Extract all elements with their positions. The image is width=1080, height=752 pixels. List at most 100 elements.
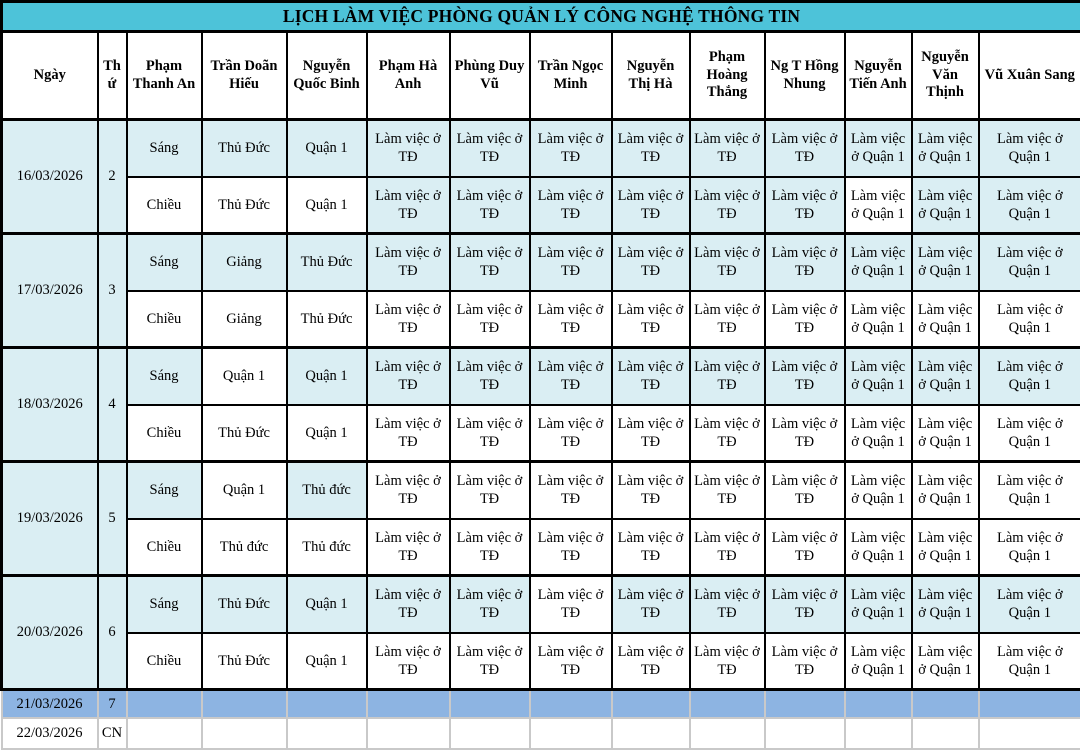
empty-cell: [200, 716, 288, 750]
date-cell: 17/03/2026: [0, 232, 99, 349]
schedule-cell: Thủ đức: [285, 460, 368, 520]
schedule-cell: Làm việc ở TĐ: [688, 289, 766, 349]
empty-cell: [448, 716, 531, 750]
empty-cell: [200, 688, 288, 719]
schedule-cell: Làm việc ở TĐ: [528, 631, 613, 691]
schedule-cell: Làm việc ở TĐ: [448, 289, 531, 349]
column-header: Trần Doãn Hiếu: [200, 30, 288, 121]
schedule-cell: Làm việc ở TĐ: [688, 460, 766, 520]
schedule-cell: Thủ Đức: [200, 631, 288, 691]
schedule-cell: Làm việc ở TĐ: [610, 403, 691, 463]
column-header: Nguyễn Quốc Binh: [285, 30, 368, 121]
schedule-cell: Làm việc ở TĐ: [763, 517, 846, 577]
schedule-row: 16/03/2026 2 Sáng Thủ Đức Quận 1 Làm việc ở T…: [0, 118, 1080, 235]
empty-cell: [125, 716, 203, 750]
empty-cell: [977, 688, 1080, 719]
empty-cell: [688, 688, 766, 719]
empty-cell: [688, 716, 766, 750]
empty-cell: [910, 716, 980, 750]
empty-cell: [610, 688, 691, 719]
weekday-cell: 2: [96, 118, 128, 235]
schedule-cell: Làm việc ở TĐ: [448, 631, 531, 691]
schedule-cell: Làm việc ở TĐ: [448, 118, 531, 178]
weekday-cell: 3: [96, 232, 128, 349]
weekday-cell: 6: [96, 574, 128, 691]
schedule-cell: Làm việc ở TĐ: [610, 118, 691, 178]
schedule-cell: Làm việc ở TĐ: [448, 460, 531, 520]
weekday-cell: CN: [96, 716, 128, 750]
schedule-cell: Làm việc ở TĐ: [448, 232, 531, 292]
schedule-cell: Làm việc ở TĐ: [688, 118, 766, 178]
schedule-cell: Làm việc ở Quận 1: [977, 118, 1080, 178]
schedule-row: Chiều Thủ Đức Quận 1 Làm việc ở TĐ Làm việc …: [2, 631, 1080, 691]
schedule-cell: Làm việc ở TĐ: [610, 346, 691, 406]
schedule-cell: Làm việc ở Quận 1: [910, 175, 980, 235]
schedule-cell: Làm việc ở TĐ: [365, 403, 451, 463]
schedule-cell: Làm việc ở TĐ: [365, 574, 451, 634]
empty-cell: [285, 688, 368, 719]
schedule-cell: Làm việc ở Quận 1: [977, 175, 1080, 235]
schedule-cell: Làm việc ở TĐ: [528, 175, 613, 235]
schedule-cell: Làm việc ở TĐ: [365, 289, 451, 349]
schedule-row: Chiều Thủ Đức Quận 1 Làm việc ở TĐ Làm việc …: [2, 403, 1080, 463]
schedule-cell: Làm việc ở Quận 1: [843, 517, 913, 577]
column-header: Thứ: [96, 30, 128, 121]
schedule-cell: Làm việc ở Quận 1: [843, 574, 913, 634]
empty-cell: [125, 688, 203, 719]
period-cell: Sáng: [125, 460, 203, 520]
schedule-cell: Làm việc ở TĐ: [688, 403, 766, 463]
schedule-cell: Làm việc ở Quận 1: [977, 403, 1080, 463]
empty-cell: [977, 716, 1080, 750]
schedule-cell: Làm việc ở Quận 1: [977, 631, 1080, 691]
empty-cell: [365, 688, 451, 719]
column-header: Phạm Thanh An: [125, 30, 203, 121]
schedule-cell: Làm việc ở TĐ: [610, 175, 691, 235]
weekday-cell: 7: [96, 688, 128, 719]
column-header: Phạm Hà Anh: [365, 30, 451, 121]
schedule-cell: Làm việc ở Quận 1: [843, 118, 913, 178]
schedule-cell: Làm việc ở TĐ: [365, 460, 451, 520]
period-cell: Sáng: [125, 346, 203, 406]
empty-cell: [448, 688, 531, 719]
empty-cell: [763, 688, 846, 719]
schedule-cell: Quận 1: [200, 460, 288, 520]
schedule-cell: Làm việc ở Quận 1: [977, 574, 1080, 634]
schedule-cell: Làm việc ở TĐ: [763, 232, 846, 292]
period-cell: Sáng: [125, 118, 203, 178]
empty-cell: [285, 716, 368, 750]
schedule-row: Chiều Giảng Thủ Đức Làm việc ở TĐ Làm việc ở…: [2, 289, 1080, 349]
schedule-row: 20/03/2026 6 Sáng Thủ Đức Quận 1 Làm việc ở T…: [0, 574, 1080, 691]
schedule-cell: Làm việc ở TĐ: [448, 574, 531, 634]
weekend-row: 21/03/2026 7: [0, 688, 1080, 719]
schedule-cell: Làm việc ở TĐ: [688, 517, 766, 577]
schedule-cell: Làm việc ở TĐ: [688, 346, 766, 406]
schedule-cell: Thủ đức: [285, 517, 368, 577]
period-cell: Chiều: [125, 517, 203, 577]
schedule-cell: Làm việc ở TĐ: [365, 175, 451, 235]
date-cell: 20/03/2026: [0, 574, 99, 691]
date-cell: 16/03/2026: [0, 118, 99, 235]
schedule-cell: Làm việc ở TĐ: [763, 574, 846, 634]
empty-cell: [528, 716, 613, 750]
schedule-cell: Làm việc ở Quận 1: [977, 346, 1080, 406]
period-cell: Sáng: [125, 574, 203, 634]
date-cell: 22/03/2026: [0, 716, 99, 750]
schedule-cell: Làm việc ở TĐ: [763, 460, 846, 520]
schedule-cell: Làm việc ở TĐ: [448, 346, 531, 406]
schedule-cell: Làm việc ở TĐ: [448, 175, 531, 235]
weekday-cell: 4: [96, 346, 128, 463]
empty-cell: [528, 688, 613, 719]
schedule-cell: Làm việc ở TĐ: [365, 232, 451, 292]
schedule-cell: Quận 1: [200, 346, 288, 406]
schedule-row: Chiều Thủ Đức Quận 1 Làm việc ở TĐ Làm việc …: [2, 175, 1080, 235]
empty-cell: [843, 688, 913, 719]
schedule-cell: Quận 1: [285, 574, 368, 634]
schedule-cell: Làm việc ở Quận 1: [843, 403, 913, 463]
schedule-cell: Làm việc ở Quận 1: [910, 517, 980, 577]
schedule-cell: Làm việc ở Quận 1: [843, 175, 913, 235]
schedule-cell: Làm việc ở TĐ: [528, 574, 613, 634]
column-header: Ng T Hồng Nhung: [763, 30, 846, 121]
schedule-cell: Làm việc ở TĐ: [528, 403, 613, 463]
